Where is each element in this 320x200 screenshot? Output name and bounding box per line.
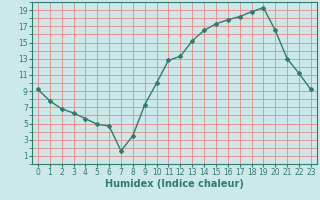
- X-axis label: Humidex (Indice chaleur): Humidex (Indice chaleur): [105, 179, 244, 189]
